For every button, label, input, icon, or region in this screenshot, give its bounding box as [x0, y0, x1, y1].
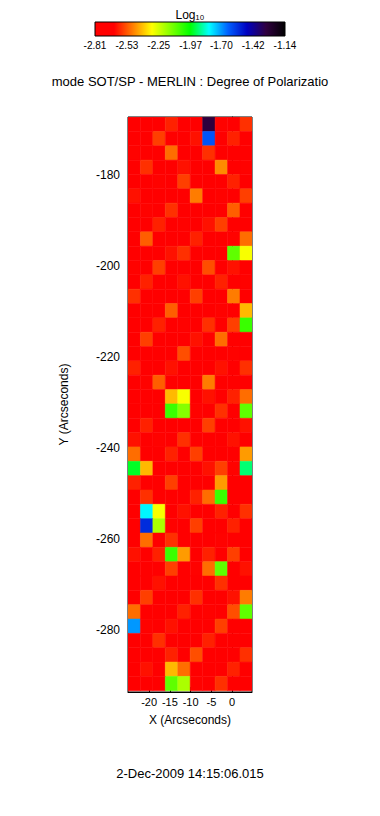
svg-text:Y (Arcseconds): Y (Arcseconds) [57, 364, 71, 446]
svg-text:-200: -200 [96, 259, 120, 273]
svg-text:-20: -20 [141, 696, 157, 708]
svg-text:2-Dec-2009 14:15:06.015: 2-Dec-2009 14:15:06.015 [116, 766, 263, 781]
svg-text:-260: -260 [96, 532, 120, 546]
svg-text:X (Arcseconds): X (Arcseconds) [149, 713, 231, 727]
svg-text:-2.81: -2.81 [84, 40, 107, 51]
svg-text:-180: -180 [96, 168, 120, 182]
svg-text:-240: -240 [96, 441, 120, 455]
svg-text:-1.97: -1.97 [179, 40, 202, 51]
svg-text:mode SOT/SP - MERLIN : Degree: mode SOT/SP - MERLIN : Degree of Polariz… [52, 74, 328, 89]
svg-text:-280: -280 [96, 623, 120, 637]
svg-text:-1.42: -1.42 [242, 40, 265, 51]
svg-text:-1.70: -1.70 [210, 40, 233, 51]
svg-text:Log₁₀: Log₁₀ [175, 8, 204, 22]
svg-text:-2.25: -2.25 [147, 40, 170, 51]
svg-text:-5: -5 [206, 696, 216, 708]
svg-text:-10: -10 [183, 696, 199, 708]
svg-text:-1.14: -1.14 [274, 40, 297, 51]
svg-text:-15: -15 [162, 696, 178, 708]
svg-text:0: 0 [229, 696, 235, 708]
svg-text:-220: -220 [96, 350, 120, 364]
svg-text:-2.53: -2.53 [115, 40, 138, 51]
